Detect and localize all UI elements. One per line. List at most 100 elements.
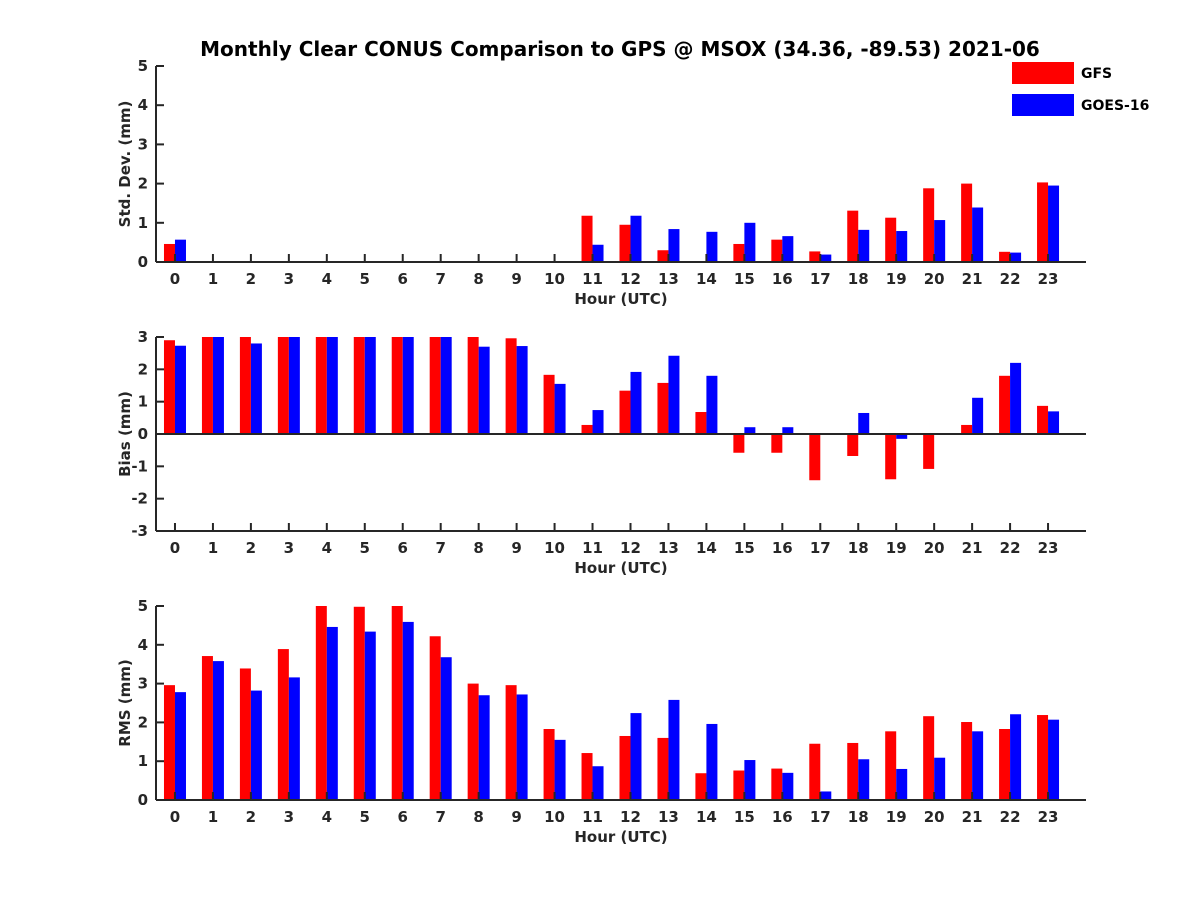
x-tick-label: 9: [511, 539, 521, 557]
bar-gfs-hour-15: [733, 770, 745, 800]
x-tick-label: 6: [398, 539, 408, 557]
bar-goes-16-hour-3: [288, 677, 300, 800]
bar-goes-16-hour-19: [896, 231, 908, 262]
bar-gfs-hour-16: [771, 434, 783, 453]
bar-gfs-hour-17: [809, 743, 821, 800]
bar-goes-16-hour-22: [1010, 362, 1022, 434]
x-tick-label: 1: [208, 539, 218, 557]
x-axis-label: Hour (UTC): [574, 559, 667, 577]
bar-gfs-hour-2: [239, 668, 251, 800]
bar-goes-16-hour-7: [440, 337, 452, 434]
bar-gfs-hour-2: [239, 337, 251, 434]
bar-gfs-hour-23: [1037, 715, 1049, 800]
x-tick-label: 12: [620, 270, 641, 288]
y-tick-label: -2: [131, 490, 148, 508]
bar-goes-16-hour-14: [706, 723, 718, 800]
x-tick-label: 11: [582, 808, 603, 826]
x-tick-label: 0: [170, 539, 180, 557]
bar-goes-16-hour-14: [706, 375, 718, 434]
legend-swatch-gfs: [1012, 62, 1074, 84]
x-tick-label: 14: [696, 539, 717, 557]
bar-gfs-hour-17: [809, 251, 821, 262]
bar-gfs-hour-1: [201, 337, 213, 434]
bar-goes-16-hour-11: [592, 766, 604, 800]
legend: GFS GOES-16: [1012, 62, 1149, 116]
bar-gfs-hour-13: [657, 737, 669, 800]
bar-goes-16-hour-1: [212, 661, 224, 800]
x-tick-label: 18: [848, 270, 869, 288]
x-tick-label: 22: [1000, 808, 1021, 826]
x-tick-label: 1: [208, 270, 218, 288]
bar-gfs-hour-10: [543, 729, 555, 800]
bar-gfs-hour-12: [619, 735, 631, 800]
bar-goes-16-hour-10: [554, 739, 566, 800]
y-tick-label: 1: [138, 214, 148, 232]
y-tick-label: 2: [138, 713, 148, 731]
x-tick-label: 6: [398, 808, 408, 826]
x-tick-label: 2: [246, 270, 256, 288]
bar-goes-16-hour-18: [858, 412, 870, 434]
x-tick-label: 8: [473, 270, 483, 288]
x-tick-label: 4: [322, 539, 332, 557]
x-tick-label: 19: [886, 539, 907, 557]
y-tick-label: 0: [138, 425, 148, 443]
y-tick-label: 1: [138, 752, 148, 770]
bar-goes-16-hour-7: [440, 657, 452, 800]
x-tick-label: 22: [1000, 270, 1021, 288]
y-tick-label: 2: [138, 360, 148, 378]
bar-gfs-hour-19: [885, 731, 897, 800]
x-tick-label: 20: [924, 270, 945, 288]
y-tick-label: 5: [138, 57, 148, 75]
bar-gfs-hour-13: [657, 250, 669, 262]
x-tick-label: 5: [360, 539, 370, 557]
y-tick-label: 5: [138, 597, 148, 615]
x-tick-label: 23: [1038, 539, 1059, 557]
bar-gfs-hour-0: [163, 243, 175, 262]
x-axis-label: Hour (UTC): [574, 290, 667, 308]
y-axis-label: Std. Dev. (mm): [116, 101, 134, 228]
x-tick-label: 16: [772, 808, 793, 826]
bar-goes-16-hour-0: [174, 239, 186, 262]
bar-gfs-hour-0: [163, 340, 175, 434]
bar-gfs-hour-9: [505, 338, 517, 434]
bar-goes-16-hour-9: [516, 346, 528, 434]
bar-gfs-hour-9: [505, 685, 517, 800]
bar-gfs-hour-3: [277, 337, 289, 434]
bar-goes-16-hour-23: [1048, 185, 1060, 262]
bar-gfs-hour-6: [391, 337, 403, 434]
bar-goes-16-hour-10: [554, 383, 566, 434]
bar-goes-16-hour-22: [1010, 714, 1022, 800]
y-tick-label: 3: [138, 675, 148, 693]
x-tick-label: 4: [322, 808, 332, 826]
x-tick-label: 18: [848, 808, 869, 826]
bar-goes-16-hour-8: [478, 346, 490, 434]
y-tick-label: -3: [131, 522, 148, 540]
bar-goes-16-hour-18: [858, 759, 870, 800]
legend-label: GFS: [1081, 66, 1112, 82]
x-tick-label: 9: [511, 270, 521, 288]
bar-goes-16-hour-2: [250, 690, 262, 800]
bar-gfs-hour-21: [961, 722, 973, 800]
y-axis-label: Bias (mm): [116, 391, 134, 477]
bar-gfs-hour-11: [581, 753, 593, 800]
bar-gfs-hour-4: [315, 337, 327, 434]
bar-gfs-hour-21: [961, 183, 973, 262]
x-tick-label: 6: [398, 270, 408, 288]
bar-goes-16-hour-21: [972, 207, 984, 262]
x-tick-label: 11: [582, 539, 603, 557]
y-tick-label: 2: [138, 175, 148, 193]
x-tick-label: 21: [962, 808, 983, 826]
bar-gfs-hour-11: [581, 215, 593, 262]
bar-goes-16-hour-20: [934, 757, 946, 800]
bar-goes-16-hour-16: [782, 236, 794, 262]
x-tick-label: 7: [435, 270, 445, 288]
bar-goes-16-hour-3: [288, 337, 300, 434]
bar-goes-16-hour-15: [744, 427, 756, 434]
x-tick-label: 0: [170, 270, 180, 288]
bar-goes-16-hour-12: [630, 371, 642, 434]
bar-goes-16-hour-13: [668, 699, 680, 800]
bar-gfs-hour-23: [1037, 405, 1049, 434]
bar-gfs-hour-22: [999, 251, 1011, 262]
